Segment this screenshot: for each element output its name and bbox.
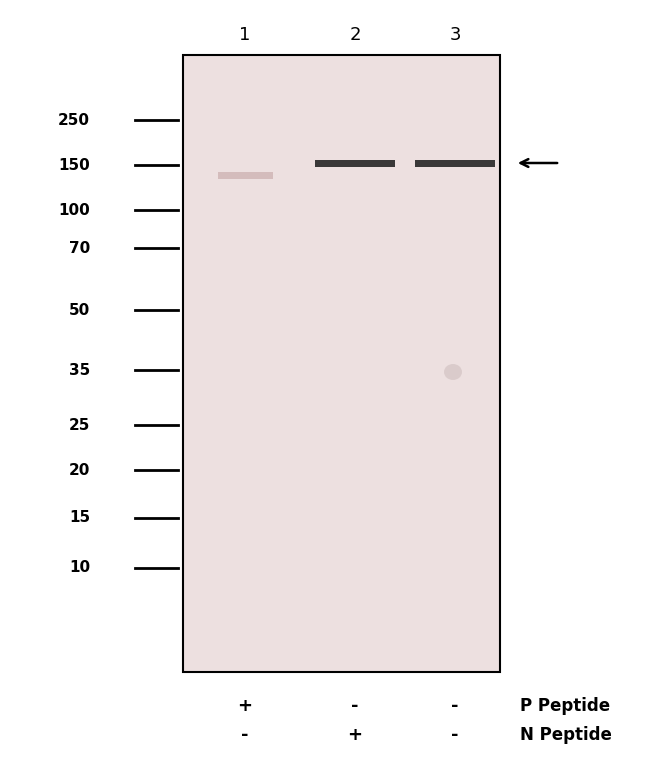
Text: N Peptide: N Peptide	[520, 726, 612, 744]
Text: -: -	[351, 697, 359, 715]
Text: 50: 50	[69, 303, 90, 318]
Bar	[218, 172, 272, 179]
Text: P Peptide: P Peptide	[520, 697, 610, 715]
Text: 10: 10	[69, 561, 90, 575]
Text: 25: 25	[69, 418, 90, 433]
Bar	[315, 159, 395, 166]
Text: 15: 15	[69, 510, 90, 525]
Text: 70: 70	[69, 241, 90, 256]
Text: +: +	[237, 697, 252, 715]
Text: 250: 250	[58, 112, 90, 128]
Text: 150: 150	[58, 158, 90, 172]
Text: 20: 20	[69, 463, 90, 477]
Text: 100: 100	[58, 202, 90, 217]
Text: 1: 1	[239, 26, 251, 44]
Bar	[183, 55, 500, 672]
Bar	[415, 159, 495, 166]
Text: 35: 35	[69, 362, 90, 378]
Text: 2: 2	[349, 26, 361, 44]
Text: -: -	[451, 726, 459, 744]
Text: -: -	[451, 697, 459, 715]
Text: +: +	[348, 726, 363, 744]
Ellipse shape	[444, 364, 462, 380]
Text: 3: 3	[449, 26, 461, 44]
Text: -: -	[241, 726, 249, 744]
